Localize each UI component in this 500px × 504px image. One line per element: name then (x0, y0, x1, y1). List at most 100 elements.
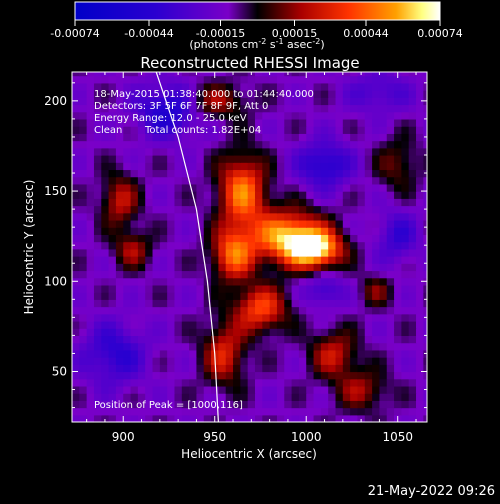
heatmap-cell (394, 183, 402, 192)
heatmap-cell (211, 378, 219, 387)
heatmap-cell (401, 335, 410, 344)
heatmap-cell (189, 364, 198, 373)
heatmap-cell (335, 154, 344, 163)
heatmap-cell (335, 313, 344, 322)
heatmap-cell (115, 270, 124, 279)
heatmap-cell (364, 349, 373, 358)
heatmap-cell (386, 72, 395, 77)
heatmap-cell (379, 82, 388, 91)
heatmap-cell (394, 270, 402, 279)
heatmap-cell (167, 212, 176, 221)
heatmap-cell (328, 104, 337, 113)
heatmap-cell (72, 342, 80, 351)
heatmap-cell (203, 241, 212, 250)
heatmap-cell (115, 162, 124, 171)
heatmap-cell (225, 104, 234, 113)
heatmap-cell (320, 284, 329, 293)
heatmap-cell (320, 90, 329, 98)
heatmap-cell (262, 414, 271, 422)
heatmap-cell (364, 400, 373, 409)
heatmap-cell (364, 328, 373, 337)
heatmap-cell (174, 299, 183, 308)
heatmap-cell (379, 357, 388, 365)
heatmap-cell (372, 72, 381, 77)
heatmap-cell (416, 111, 424, 120)
heatmap-cell (203, 212, 212, 221)
heatmap-cell (93, 90, 102, 98)
heatmap-cell (218, 400, 227, 409)
heatmap-cell (342, 72, 351, 77)
heatmap-cell (247, 227, 256, 235)
heatmap-cell (342, 328, 351, 337)
heatmap-cell (276, 407, 285, 416)
heatmap-cell (145, 284, 154, 293)
heatmap-cell (306, 118, 315, 127)
heatmap-cell (335, 248, 344, 257)
heatmap-cell (203, 292, 212, 300)
heatmap-cell (225, 414, 234, 422)
heatmap-cell (306, 111, 315, 120)
heatmap-cell (167, 335, 176, 344)
heatmap-cell (115, 212, 124, 221)
heatmap-cell (350, 263, 359, 272)
heatmap-cell (401, 126, 410, 134)
heatmap-cell (423, 400, 427, 409)
heatmap-cell (357, 256, 366, 264)
heatmap-cell (225, 277, 234, 286)
heatmap-cell (203, 227, 212, 235)
heatmap-cell (350, 248, 359, 257)
heatmap-cell (416, 90, 424, 98)
heatmap-cell (276, 349, 285, 358)
heatmap-cell (335, 371, 344, 380)
heatmap-cell (372, 126, 381, 134)
heatmap-cell (79, 183, 88, 192)
heatmap-cell (291, 234, 300, 243)
heatmap-cell (357, 234, 366, 243)
heatmap-cell (181, 205, 190, 214)
heatmap-cell (291, 82, 300, 91)
heatmap-cell (189, 248, 198, 257)
y-tick-label: 50 (52, 364, 67, 378)
heatmap-cell (123, 320, 132, 329)
heatmap-cell (291, 320, 300, 329)
heatmap-cell (262, 140, 271, 149)
heatmap-cell (203, 72, 212, 77)
heatmap-cell (394, 393, 402, 401)
heatmap-cell (159, 385, 168, 394)
heatmap-cell (291, 248, 300, 257)
heatmap-cell (93, 292, 102, 300)
heatmap-cell (159, 234, 168, 243)
heatmap-cell (276, 147, 285, 156)
heatmap-cell (320, 306, 329, 315)
heatmap-cell (401, 400, 410, 409)
heatmap-cell (247, 292, 256, 300)
heatmap-cell (306, 277, 315, 286)
heatmap-cell (174, 393, 183, 401)
heatmap-cell (233, 385, 241, 394)
heatmap-cell (320, 234, 329, 243)
heatmap-cell (159, 357, 168, 365)
heatmap-cell (123, 306, 132, 315)
heatmap-cell (211, 111, 219, 120)
heatmap-cell (108, 191, 117, 199)
heatmap-cell (189, 169, 198, 178)
heatmap-cell (101, 299, 110, 308)
heatmap-cell (130, 385, 139, 394)
heatmap-cell (101, 364, 110, 373)
heatmap-cell (101, 176, 110, 185)
heatmap-cell (233, 176, 241, 185)
heatmap-cell (233, 357, 241, 365)
heatmap-cell (328, 284, 337, 293)
heatmap-cell (115, 72, 124, 77)
heatmap-cell (196, 219, 205, 228)
heatmap-cell (189, 414, 198, 422)
heatmap-cell (394, 191, 402, 199)
heatmap-cell (86, 313, 95, 322)
heatmap-cell (108, 357, 117, 365)
heatmap-cell (79, 75, 88, 84)
heatmap-cell (276, 263, 285, 272)
heatmap-cell (181, 349, 190, 358)
heatmap-cell (342, 306, 351, 315)
heatmap-cell (72, 248, 80, 257)
heatmap-cell (211, 212, 219, 221)
